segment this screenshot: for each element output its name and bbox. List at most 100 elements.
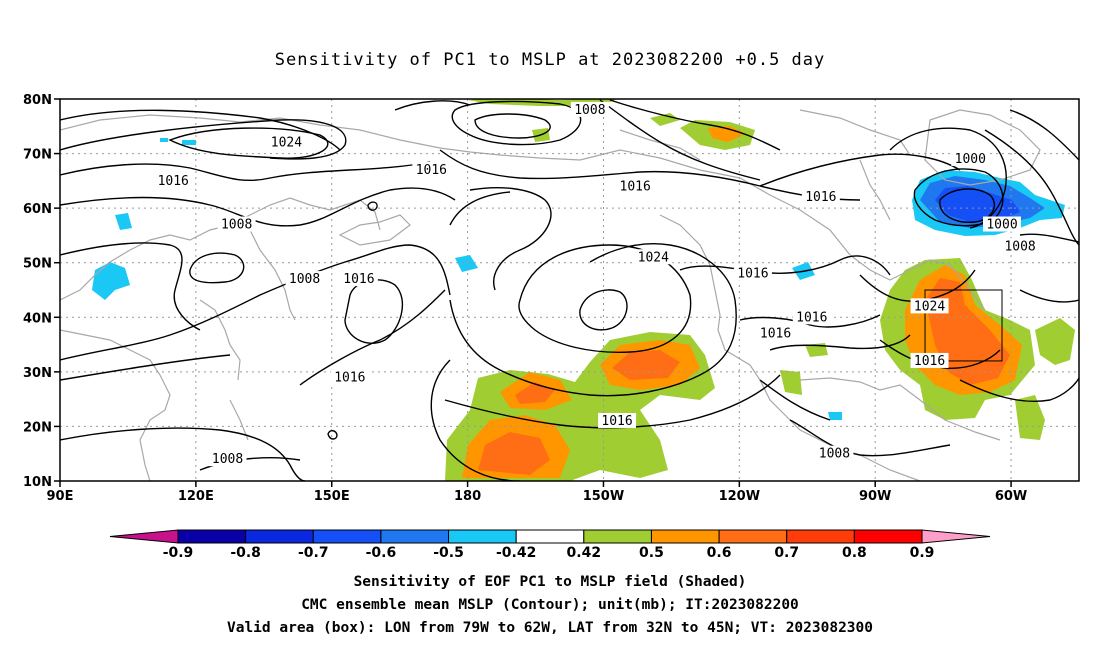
lat-tick-label: 40N <box>23 311 52 326</box>
colorbar-label: 0.42 <box>567 545 602 561</box>
contour-label: 1016 <box>620 179 651 194</box>
lat-tick-label: 60N <box>23 202 52 217</box>
contour-label: 1016 <box>796 310 827 325</box>
contour-label: 1016 <box>737 267 768 282</box>
contour-label: 1016 <box>760 327 791 342</box>
colorbar-swatch <box>515 529 585 544</box>
colorbar-swatch <box>583 529 652 544</box>
contour-label: 1008 <box>221 218 252 233</box>
longitude-axis: 90E 120E 150E 180 150W 120W 90W 60W <box>47 481 1027 504</box>
colorbar-label: 0.5 <box>639 545 664 561</box>
contour-label: 1016 <box>158 174 189 189</box>
contour-label: 1016 <box>343 272 374 287</box>
contour-label-bg <box>733 265 772 281</box>
colorbar-label: 0.7 <box>774 545 799 561</box>
lat-tick-label: 80N <box>23 93 52 108</box>
contour-label-bg <box>339 271 378 287</box>
caption-line-1: Sensitivity of EOF PC1 to MSLP field (Sh… <box>353 574 747 590</box>
colorbar-label: 0.9 <box>910 545 935 561</box>
colorbar-swatch <box>245 529 314 544</box>
colorbar-swatch <box>718 529 788 544</box>
contour-label: 1000 <box>986 218 1017 233</box>
contour-label: 1008 <box>819 447 850 462</box>
contour-label: 1024 <box>271 136 302 151</box>
lat-tick-label: 70N <box>23 148 52 163</box>
colorbar-label: 0.6 <box>707 545 732 561</box>
contour-label-bg <box>634 249 673 265</box>
contour-label: 1008 <box>1004 239 1035 254</box>
colorbar-swatch <box>650 529 720 544</box>
contour-label: 1016 <box>601 414 632 429</box>
shade-orange-arctic <box>708 126 745 142</box>
contour-label: 1008 <box>289 272 320 287</box>
contour-label-bg <box>756 325 795 341</box>
lat-tick-label: 50N <box>23 257 52 272</box>
contour-label-bg <box>815 445 854 461</box>
valid-area-box <box>924 289 1003 362</box>
lon-tick-label: 60W <box>995 489 1027 504</box>
contour-label-bg <box>154 172 193 188</box>
contour-label-bg <box>412 161 451 177</box>
contour-label: 1016 <box>805 190 836 205</box>
shade-green-newfoundland <box>780 318 1075 440</box>
contour-label-bg <box>285 271 324 287</box>
colorbar-swatch <box>448 529 517 544</box>
contour-label: 1024 <box>914 299 945 314</box>
lon-tick-label: 150W <box>583 489 624 504</box>
contour-label-bg <box>951 151 990 167</box>
colorbar-low-triangle <box>109 529 179 544</box>
colorbar-label: -0.9 <box>163 545 194 561</box>
colorbar-label: -0.6 <box>366 545 397 561</box>
contour-label-bg <box>217 216 256 232</box>
contour-label-bg <box>598 412 637 428</box>
contour-label: 1008 <box>212 452 243 467</box>
lat-tick-label: 20N <box>23 420 52 435</box>
colorbar-label: -0.8 <box>230 545 261 561</box>
coastlines <box>60 109 1041 481</box>
contour-labels: 1008 1024 1016 1016 1016 1016 1000 1000 1008 1008… <box>154 101 1040 467</box>
contour-label: 1024 <box>638 250 669 265</box>
contour-label-bg <box>801 189 840 205</box>
shade-red-central-pacific <box>478 350 680 475</box>
lon-tick-label: 120E <box>178 489 214 504</box>
lon-tick-label: 150E <box>314 489 350 504</box>
colorbar-label: 0.8 <box>842 545 867 561</box>
colorbar-label: -0.42 <box>496 545 536 561</box>
shade-green-arctic <box>468 99 755 150</box>
colorbar-swatch <box>312 529 382 544</box>
contour-label-bg <box>267 134 306 150</box>
colorbar-swatch <box>786 529 855 544</box>
plot-frame <box>59 98 1080 482</box>
colorbar-swatch <box>853 529 923 544</box>
colorbar-label: -0.5 <box>433 545 464 561</box>
lon-tick-label: 120W <box>719 489 760 504</box>
colorbar-high-triangle <box>921 529 991 544</box>
colorbar-swatch <box>177 529 247 544</box>
contour-label: 1016 <box>416 163 447 178</box>
colorbar-swatch <box>380 529 450 544</box>
contour-label-bg <box>330 369 369 385</box>
contour-label: 1016 <box>914 354 945 369</box>
lon-tick-label: 90W <box>859 489 891 504</box>
lon-tick-label: 180 <box>454 489 481 504</box>
contour-label: 1016 <box>334 370 365 385</box>
graticule <box>60 99 1079 481</box>
colorbar: -0.9 -0.8 -0.7 -0.6 -0.5 -0.42 0.42 0.5 0.6 0.7 0.… <box>109 529 991 561</box>
lat-tick-label: 10N <box>23 475 52 490</box>
mslp-contours <box>60 99 1079 481</box>
caption-line-2: CMC ensemble mean MSLP (Contour); unit(m… <box>301 597 799 613</box>
contour-label-bg <box>792 309 831 325</box>
lat-tick-label: 30N <box>23 366 52 381</box>
contour-label-bg <box>616 178 655 194</box>
caption-line-3: Valid area (box): LON from 79W to 62W, L… <box>226 620 873 636</box>
colorbar-label: -0.7 <box>298 545 329 561</box>
contour-label-bg <box>1001 238 1040 254</box>
contour-label-bg <box>570 101 609 117</box>
map-title: Sensitivity of PC1 to MSLP at 2023082200… <box>274 50 826 70</box>
contour-label: 1008 <box>574 103 605 118</box>
latitude-axis: 80N 70N 60N 50N 40N 30N 20N 10N <box>23 93 60 490</box>
contour-label-bg <box>910 298 949 314</box>
shade-neg-small-features <box>92 138 842 420</box>
lon-tick-label: 90E <box>47 489 74 504</box>
